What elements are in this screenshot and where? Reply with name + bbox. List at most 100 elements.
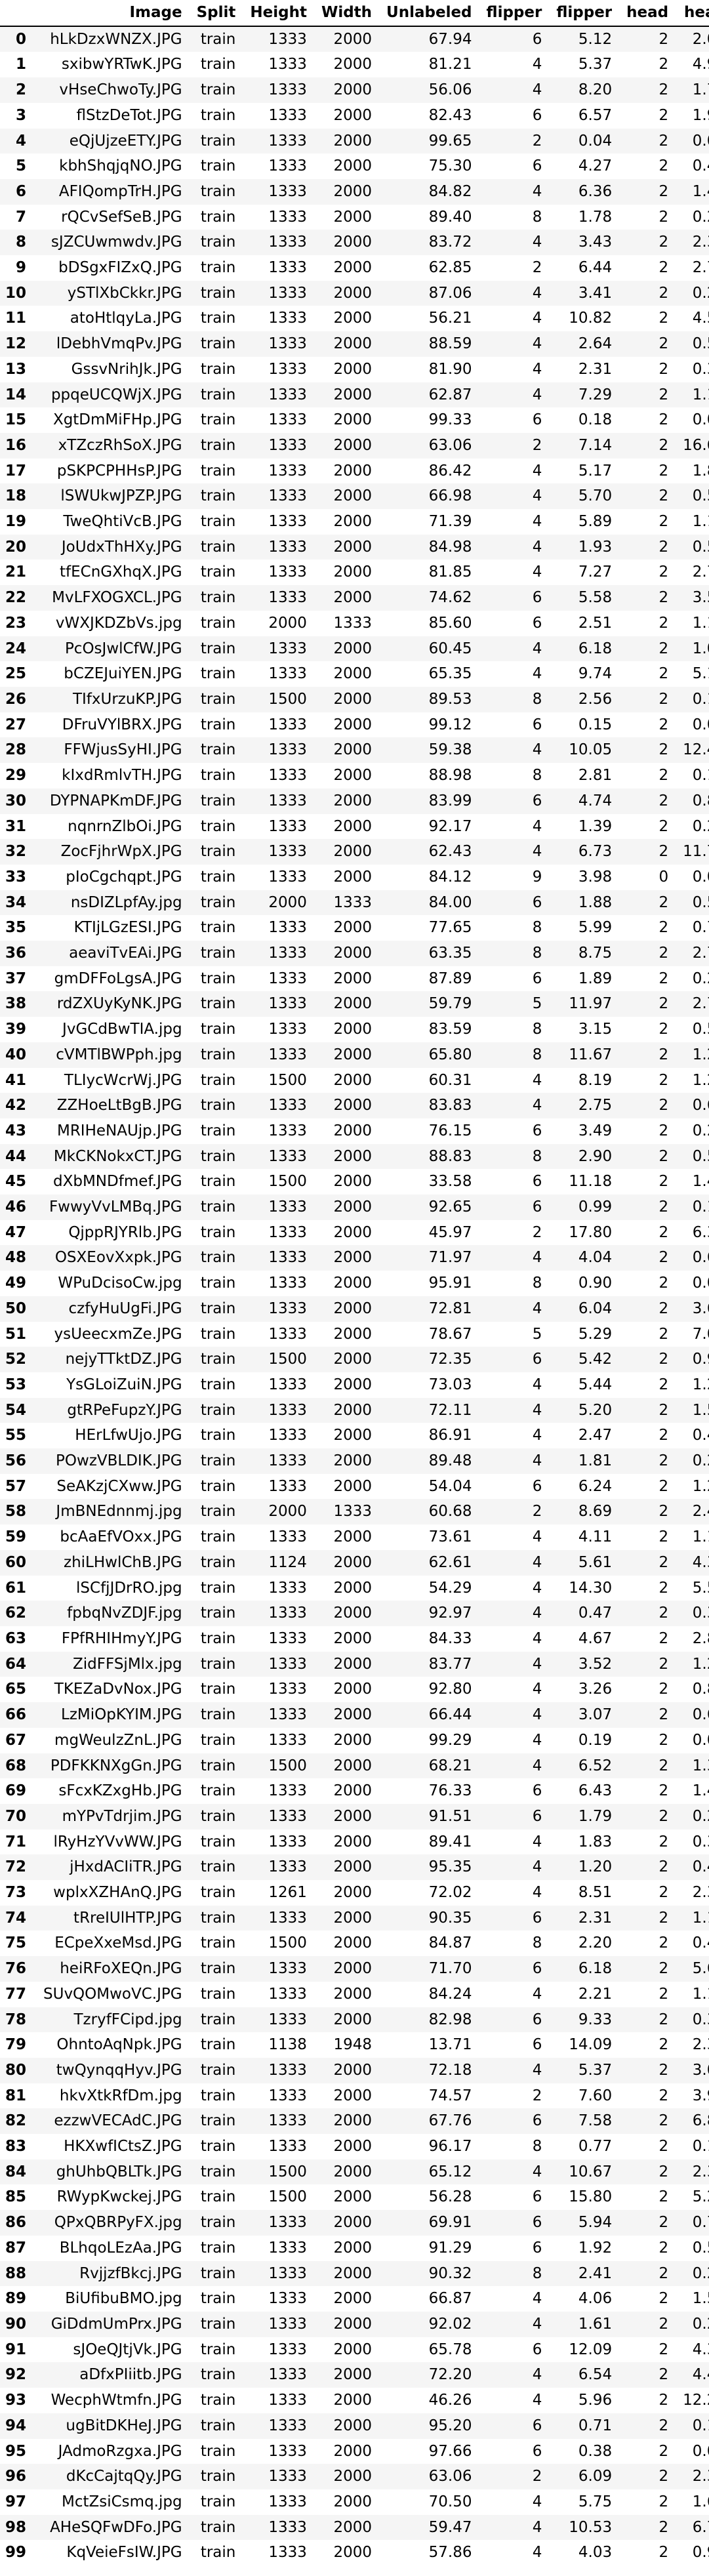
row-index: 5 (16, 157, 27, 175)
cell-flipper-pct: 6.57 (578, 106, 613, 124)
cell-head-count: 2 (658, 2493, 669, 2510)
cell-flipper-pct: 5.17 (578, 462, 613, 480)
cell-width: 2000 (333, 1807, 373, 1825)
table-row: 80 twQynqqHyv.JPG train 1333 2000 72.18 4 5.37 2… (0, 2057, 709, 2083)
cell-image: sJZCUwmwdv.JPG (51, 234, 182, 251)
cell-split: train (200, 665, 236, 683)
cell-flipper-pct: 5.75 (578, 2493, 613, 2510)
cell-unlabeled: 90.32 (428, 2264, 472, 2282)
cell-image: cVMTlBWPph.jpg (56, 1046, 182, 1063)
table-row: 11 atoHtlqyLa.JPG train 1333 2000 56.21 4 10.82… (0, 306, 709, 331)
cell-head-count: 2 (658, 614, 669, 632)
row-index: 91 (5, 2341, 27, 2358)
cell-width: 2000 (333, 2392, 373, 2409)
cell-flipper-count: 4 (532, 386, 542, 403)
cell-height: 1333 (268, 1655, 307, 1673)
cell-flipper-pct: 6.36 (578, 182, 613, 200)
row-index: 48 (5, 1249, 27, 1267)
cell-width: 2000 (333, 2315, 373, 2333)
cell-head-pct: 0.36 (692, 360, 709, 378)
cell-height: 1333 (268, 2138, 307, 2156)
cell-unlabeled: 83.83 (428, 1097, 472, 1114)
cell-width: 2000 (333, 1097, 373, 1114)
cell-flipper-pct: 3.52 (578, 1655, 613, 1673)
cell-flipper-count: 4 (532, 335, 542, 353)
cell-width: 2000 (333, 1046, 373, 1063)
cell-unlabeled: 84.98 (428, 538, 472, 556)
cell-head-pct: 3.02 (692, 2061, 709, 2079)
cell-flipper-count: 6 (532, 970, 542, 987)
cell-flipper-count: 6 (532, 893, 542, 911)
cell-width: 2000 (333, 945, 373, 962)
cell-flipper-count: 4 (532, 1427, 542, 1444)
table-row: 48 OSXEovXxpk.JPG train 1333 2000 71.97 4 4.04 2… (0, 1245, 709, 1271)
cell-flipper-count: 4 (532, 2061, 542, 2079)
cell-head-pct: 3.90 (692, 2087, 709, 2104)
cell-width: 2000 (333, 1579, 373, 1597)
cell-width: 2000 (333, 2341, 373, 2358)
cell-height: 1333 (268, 1097, 307, 1114)
cell-flipper-count: 8 (532, 690, 542, 708)
cell-image: TLIycWcrWj.JPG (64, 1071, 182, 1089)
table-row: 20 JoUdxThHXy.JPG train 1333 2000 84.98 4 1.93 2… (0, 534, 709, 560)
cell-flipper-pct: 5.29 (578, 1325, 613, 1343)
cell-unlabeled: 81.90 (428, 360, 472, 378)
row-index: 73 (5, 1884, 27, 1902)
cell-flipper-pct: 0.38 (578, 2442, 613, 2460)
cell-head-count: 2 (658, 1553, 669, 1571)
cell-height: 1124 (268, 1553, 307, 1571)
cell-image: GssvNrihJk.JPG (71, 360, 182, 378)
cell-head-pct: 1.11 (692, 513, 709, 531)
cell-head-pct: 0.68 (692, 1097, 709, 1114)
cell-image: TIfxUrzuKP.JPG (72, 690, 182, 708)
cell-flipper-pct: 7.58 (578, 2112, 613, 2130)
cell-split: train (200, 2112, 236, 2130)
cell-flipper-pct: 1.61 (578, 2315, 613, 2333)
row-index: 80 (5, 2061, 27, 2079)
cell-head-pct: 0.43 (692, 1858, 709, 1876)
cell-width: 2000 (333, 386, 373, 403)
table-row: 69 sFcxKZxgHb.JPG train 1333 2000 76.33 6 6.43 2… (0, 1778, 709, 1804)
cell-head-pct: 2.70 (692, 995, 709, 1013)
cell-height: 1333 (268, 1021, 307, 1038)
cell-height: 1500 (268, 2188, 307, 2206)
table-row: 45 dXbMNDfmef.JPG train 1500 2000 33.58 6 11.18… (0, 1169, 709, 1195)
cell-head-count: 2 (658, 1325, 669, 1343)
cell-height: 1333 (268, 462, 307, 480)
cell-width: 2000 (333, 1122, 373, 1139)
table-row: 40 cVMTlBWPph.jpg train 1333 2000 65.80 8 11.67… (0, 1042, 709, 1068)
table-row: 54 gtRPeFupzY.JPG train 1333 2000 72.11 4 5.20 2… (0, 1397, 709, 1423)
cell-image: QjppRJYRlb.JPG (68, 1223, 182, 1241)
cell-height: 1333 (268, 1528, 307, 1546)
cell-flipper-pct: 0.47 (578, 1605, 613, 1622)
cell-height: 1333 (268, 665, 307, 683)
cell-head-count: 2 (658, 234, 669, 251)
cell-flipper-pct: 9.74 (578, 665, 613, 683)
cell-head-count: 2 (658, 1884, 669, 1902)
cell-head-pct: 3.69 (692, 1299, 709, 1317)
cell-flipper-pct: 7.14 (578, 436, 613, 454)
cell-head-count: 2 (658, 1934, 669, 1952)
cell-head-pct: 0.32 (692, 1605, 709, 1622)
row-index: 30 (5, 792, 27, 809)
cell-flipper-count: 4 (532, 360, 542, 378)
row-index: 28 (5, 741, 27, 759)
row-index: 34 (5, 893, 27, 911)
cell-unlabeled: 82.98 (428, 2011, 472, 2028)
cell-split: train (200, 2214, 236, 2232)
cell-flipper-pct: 7.27 (578, 563, 613, 581)
table-row: 73 wplxXZHAnQ.JPG train 1261 2000 72.02 4 8.51 2… (0, 1880, 709, 1906)
cell-height: 1333 (268, 2493, 307, 2510)
cell-split: train (200, 2239, 236, 2257)
cell-head-pct: 0.50 (692, 335, 709, 353)
cell-head-count: 2 (658, 2112, 669, 2130)
cell-head-pct: 0.24 (692, 284, 709, 302)
cell-width: 2000 (333, 1198, 373, 1216)
cell-width: 2000 (333, 868, 373, 886)
cell-head-count: 2 (658, 208, 669, 226)
cell-head-count: 2 (658, 995, 669, 1013)
cell-width: 2000 (333, 1909, 373, 1927)
row-index: 18 (5, 487, 27, 505)
row-index: 95 (5, 2442, 27, 2460)
cell-unlabeled: 59.47 (428, 2518, 472, 2536)
